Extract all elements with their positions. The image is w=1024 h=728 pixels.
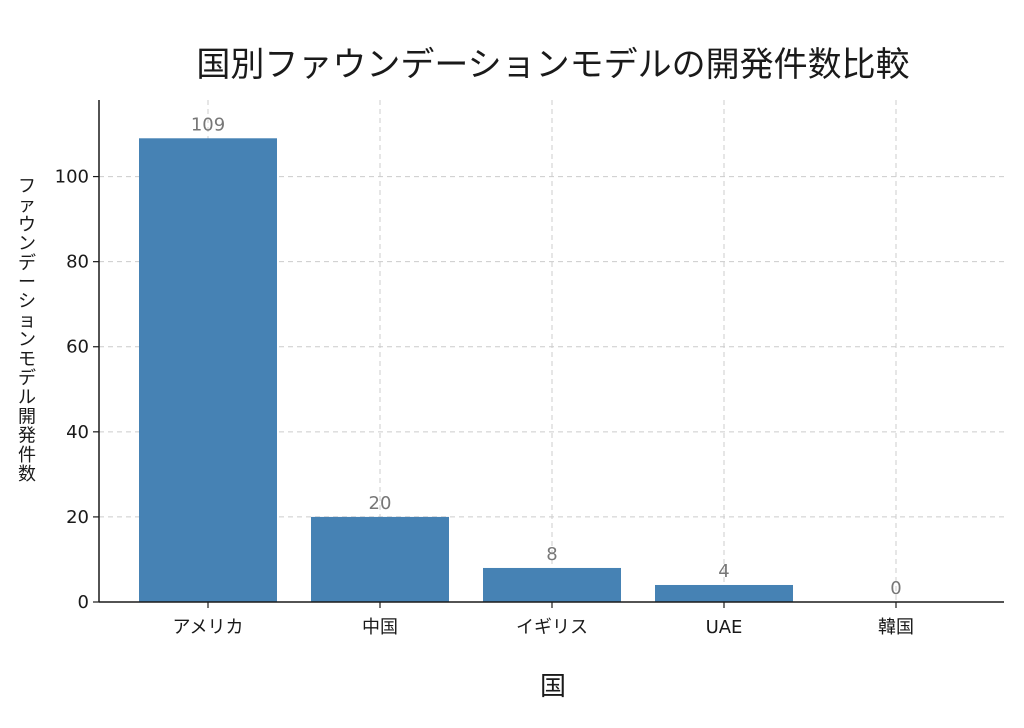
y-axis-label-char: 発	[18, 426, 36, 447]
y-tick-label: 20	[66, 507, 89, 528]
data-label: 109	[191, 114, 225, 135]
y-axis-label-char: ー	[18, 272, 36, 293]
bars	[139, 138, 793, 602]
y-axis-label-char: ル	[18, 387, 36, 408]
x-ticks: アメリカ 中国 イギリス UAE 韓国	[172, 602, 914, 638]
data-labels: 109 20 8 4 0	[191, 114, 902, 599]
x-tick-label: アメリカ	[172, 617, 243, 638]
data-label: 4	[718, 561, 729, 582]
x-tick-label: 韓国	[878, 617, 914, 638]
y-axis-label-char: ン	[18, 234, 36, 255]
y-tick-label: 80	[66, 252, 89, 273]
x-tick-label: 中国	[362, 617, 398, 638]
x-axis-label: 国	[540, 672, 566, 702]
x-tick-label: イギリス	[516, 617, 588, 638]
y-tick-label: 100	[55, 167, 89, 188]
y-axis-label-char: デ	[18, 253, 36, 274]
y-axis-label-char: 件	[18, 445, 36, 466]
y-tick-label: 40	[66, 422, 89, 443]
bar	[139, 138, 277, 602]
data-label: 20	[369, 493, 392, 514]
y-tick-label: 0	[78, 592, 89, 613]
data-label: 8	[546, 544, 557, 565]
bar	[311, 516, 449, 602]
y-axis-label-char: ウ	[18, 214, 36, 235]
y-axis-label-char: フ	[18, 176, 36, 197]
y-axis-label-char: ン	[18, 330, 36, 351]
bar	[655, 584, 793, 602]
y-axis-label-char: デ	[18, 368, 36, 389]
y-axis-label-char: モ	[18, 349, 36, 370]
bar	[483, 567, 621, 602]
y-axis-label-char: 数	[18, 464, 36, 485]
y-axis-label-char: シ	[18, 291, 36, 312]
y-ticks: 0 20 40 60 80 100	[55, 167, 99, 613]
x-tick-label: UAE	[706, 617, 743, 638]
y-axis-label-char: ァ	[18, 195, 36, 216]
data-label: 0	[890, 578, 901, 599]
axes	[98, 100, 1004, 603]
y-axis-label-char: 開	[18, 406, 36, 427]
chart-title: 国別ファウンデーションモデルの開発件数比較	[196, 45, 909, 85]
y-tick-label: 60	[66, 337, 89, 358]
y-axis-label-char: ョ	[18, 310, 36, 331]
